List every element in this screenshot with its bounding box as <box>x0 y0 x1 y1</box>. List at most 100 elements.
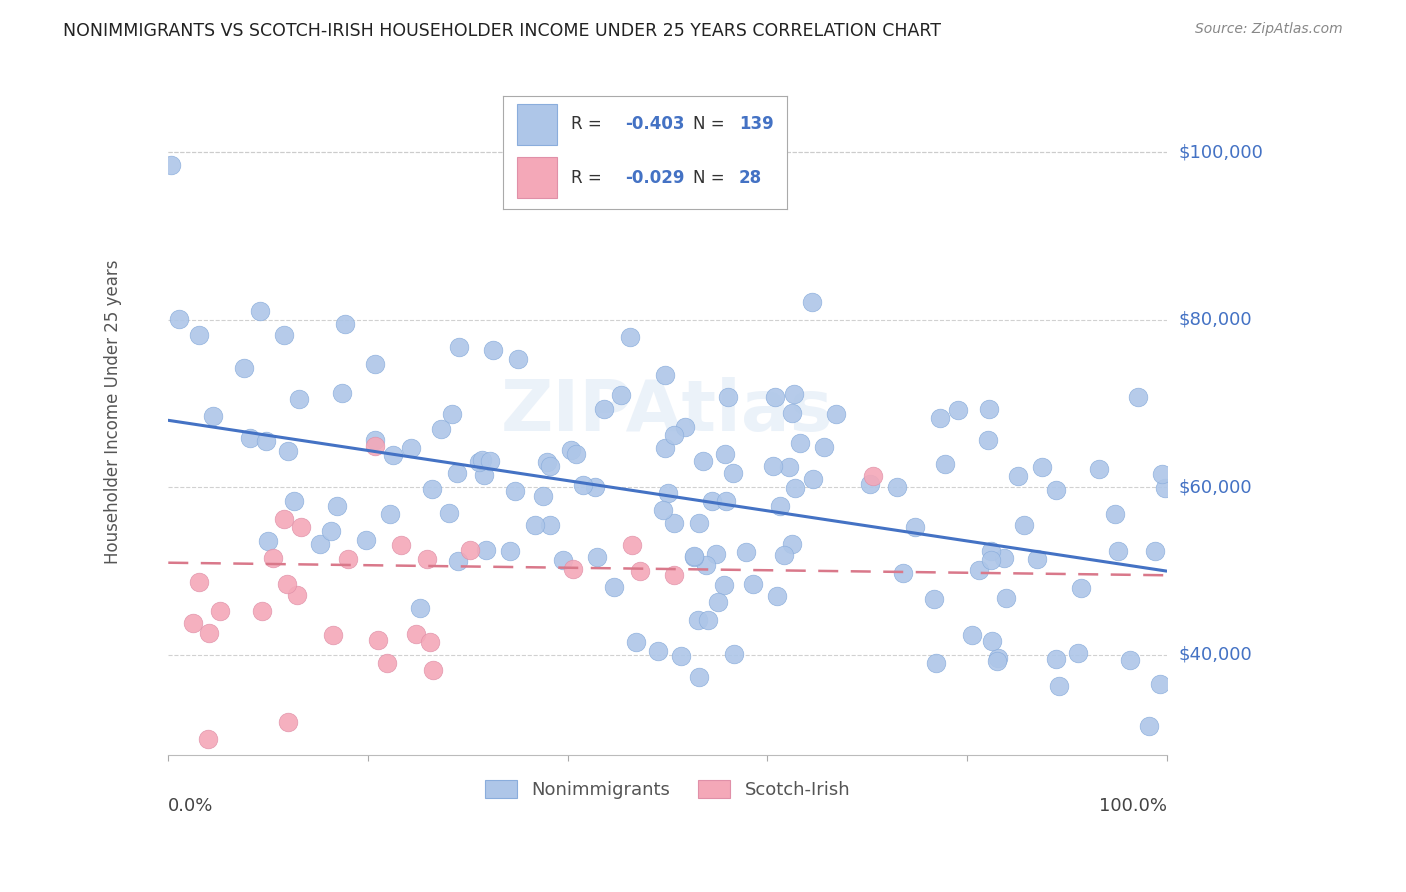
Point <box>716 390 738 404</box>
Point <box>326 499 349 513</box>
Point <box>922 591 945 606</box>
Point <box>723 647 745 661</box>
Point <box>332 385 354 400</box>
Point <box>419 635 441 649</box>
Point <box>651 503 673 517</box>
Point <box>1012 518 1035 533</box>
Point <box>980 544 1002 558</box>
Point <box>801 472 824 486</box>
Point <box>782 387 804 401</box>
Text: $80,000: $80,000 <box>1178 310 1253 329</box>
Point <box>499 544 522 558</box>
Point <box>934 458 956 472</box>
Point <box>1031 459 1053 474</box>
Point <box>1070 582 1092 596</box>
Point <box>364 434 387 448</box>
Legend: Nonimmigrants, Scotch-Irish: Nonimmigrants, Scotch-Irish <box>475 771 859 808</box>
Point <box>778 460 800 475</box>
Point <box>364 358 387 372</box>
Point <box>447 340 470 354</box>
Point <box>780 406 803 420</box>
Point <box>713 578 735 592</box>
Point <box>783 482 806 496</box>
Point <box>1067 646 1090 660</box>
Point <box>981 633 1004 648</box>
Text: 0.0%: 0.0% <box>169 797 214 814</box>
Point <box>564 447 586 461</box>
Point <box>714 447 737 461</box>
Point <box>416 552 439 566</box>
Point <box>524 517 547 532</box>
Point <box>1045 483 1067 497</box>
Point <box>813 440 835 454</box>
Text: $40,000: $40,000 <box>1178 646 1253 664</box>
Point <box>654 368 676 382</box>
Point <box>472 467 495 482</box>
Point <box>891 566 914 581</box>
Point <box>471 452 494 467</box>
Point <box>592 401 614 416</box>
Point <box>441 407 464 421</box>
Point <box>706 595 728 609</box>
Point <box>610 387 633 401</box>
Point <box>531 489 554 503</box>
Point <box>277 714 299 729</box>
Point <box>734 545 756 559</box>
Point <box>967 563 990 577</box>
Point <box>1144 543 1167 558</box>
Point <box>1047 679 1070 693</box>
Point <box>789 436 811 450</box>
Point <box>290 520 312 534</box>
Point <box>979 401 1001 416</box>
Point <box>763 390 786 404</box>
Point <box>572 478 595 492</box>
Point <box>273 328 295 343</box>
Point <box>273 512 295 526</box>
Point <box>980 552 1002 566</box>
Point <box>475 542 498 557</box>
Point <box>695 558 717 573</box>
Point <box>422 663 444 677</box>
Point <box>538 459 561 474</box>
Point <box>458 542 481 557</box>
Point <box>181 616 204 631</box>
Point <box>430 422 453 436</box>
Point <box>706 547 728 561</box>
Point <box>538 518 561 533</box>
Point <box>682 549 704 563</box>
Point <box>628 564 651 578</box>
Point <box>446 554 468 568</box>
Point <box>437 506 460 520</box>
Point <box>714 493 737 508</box>
Point <box>254 434 277 448</box>
Point <box>721 467 744 481</box>
Text: Householder Income Under 25 years: Householder Income Under 25 years <box>104 260 122 564</box>
Point <box>283 494 305 508</box>
Point <box>903 519 925 533</box>
Point <box>825 407 848 421</box>
Point <box>479 453 502 467</box>
Point <box>405 627 427 641</box>
Point <box>250 604 273 618</box>
Point <box>536 455 558 469</box>
Point <box>741 576 763 591</box>
Point <box>1025 552 1047 566</box>
Point <box>702 494 724 508</box>
Point <box>309 537 332 551</box>
Text: NONIMMIGRANTS VS SCOTCH-IRISH HOUSEHOLDER INCOME UNDER 25 YEARS CORRELATION CHAR: NONIMMIGRANTS VS SCOTCH-IRISH HOUSEHOLDE… <box>63 22 941 40</box>
Point <box>1107 544 1129 558</box>
Point <box>688 516 710 530</box>
Point <box>671 648 693 663</box>
Point <box>960 628 983 642</box>
Point <box>586 550 609 565</box>
Point <box>389 538 412 552</box>
Point <box>1128 390 1150 404</box>
Point <box>409 601 432 615</box>
Point <box>208 604 231 618</box>
Point <box>1137 719 1160 733</box>
Point <box>773 548 796 562</box>
Point <box>277 443 299 458</box>
Point <box>1045 652 1067 666</box>
Point <box>287 392 309 407</box>
Point <box>188 327 211 342</box>
